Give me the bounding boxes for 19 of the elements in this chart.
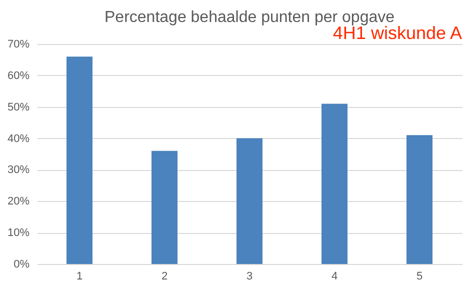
- y-tick-label: 50%: [7, 101, 30, 114]
- x-tick-label: 2: [161, 270, 168, 282]
- bar: [152, 150, 178, 264]
- y-tick-label: 30%: [7, 164, 30, 176]
- bar: [406, 135, 432, 264]
- x-tick-label: 5: [416, 270, 423, 282]
- y-tick-label: 10%: [7, 227, 30, 240]
- bar: [322, 104, 348, 264]
- chart-title: Percentage behaalde punten per opgave: [104, 9, 395, 26]
- bar: [66, 56, 92, 264]
- x-tick-label: 4: [331, 270, 338, 282]
- y-tick-label: 60%: [7, 70, 30, 82]
- y-tick-label: 40%: [7, 132, 30, 145]
- y-tick-label: 20%: [7, 196, 30, 208]
- y-tick-label: 0%: [14, 258, 30, 270]
- x-tick-label: 1: [76, 270, 83, 282]
- bar: [236, 138, 262, 264]
- x-tick-label: 3: [246, 270, 253, 282]
- y-tick-label: 70%: [7, 38, 30, 50]
